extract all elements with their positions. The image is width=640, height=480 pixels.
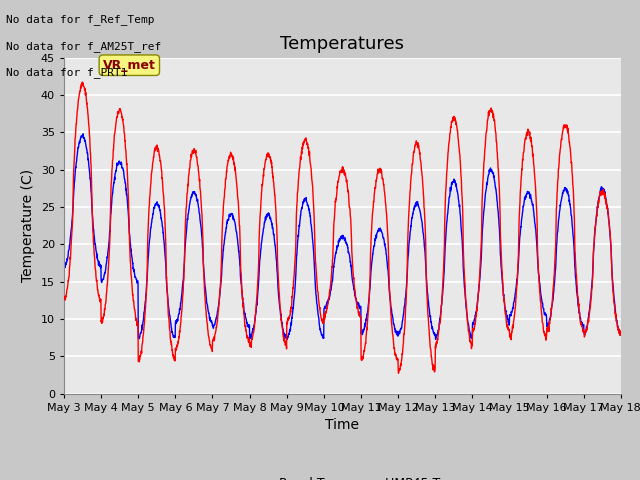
Panel T: [79, 79, 86, 85]
Text: VR_met: VR_met: [103, 59, 156, 72]
Panel T: [584, 321, 591, 327]
Panel T: [617, 330, 625, 336]
Text: No data for f_PRT1: No data for f_PRT1: [6, 67, 128, 78]
HMP45 T: [505, 319, 513, 324]
HMP45 T: [371, 236, 379, 241]
Panel T: [359, 354, 367, 360]
HMP45 T: [617, 331, 625, 337]
X-axis label: Time: Time: [325, 418, 360, 432]
HMP45 T: [60, 261, 68, 267]
Title: Temperatures: Temperatures: [280, 35, 404, 53]
Panel T: [568, 170, 576, 176]
Panel T: [216, 293, 223, 299]
Panel T: [395, 371, 403, 376]
Text: No data for f_Ref_Temp: No data for f_Ref_Temp: [6, 14, 155, 25]
HMP45 T: [584, 322, 591, 328]
Y-axis label: Temperature (C): Temperature (C): [21, 169, 35, 282]
HMP45 T: [359, 330, 367, 336]
HMP45 T: [284, 336, 291, 342]
Panel T: [505, 327, 513, 333]
HMP45 T: [568, 220, 576, 226]
Text: No data for f_AM25T_ref: No data for f_AM25T_ref: [6, 41, 162, 52]
Legend: Panel T, HMP45 T: Panel T, HMP45 T: [239, 472, 445, 480]
HMP45 T: [216, 294, 223, 300]
Panel T: [371, 186, 379, 192]
Line: Panel T: Panel T: [64, 82, 621, 373]
Panel T: [60, 295, 68, 300]
HMP45 T: [79, 131, 87, 137]
Line: HMP45 T: HMP45 T: [64, 134, 621, 339]
